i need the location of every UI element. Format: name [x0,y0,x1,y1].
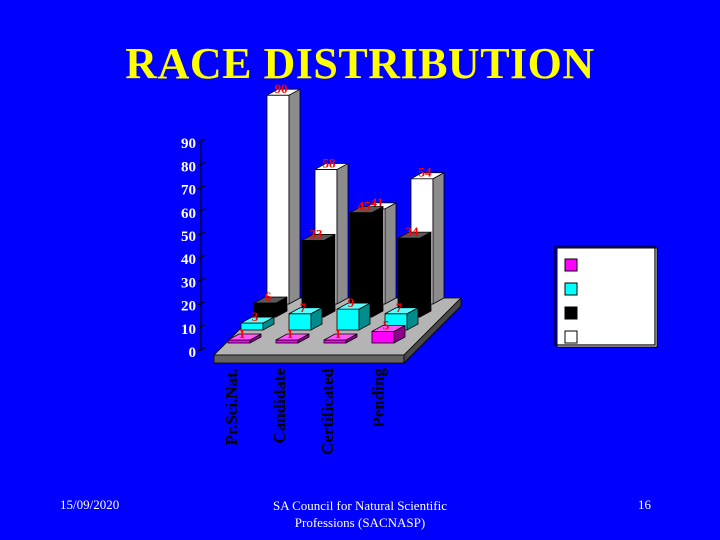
legend-label-black: Black [582,305,621,322]
bar-white-0: 90 [266,81,301,305]
footer-date: 15/09/2020 [60,497,120,512]
y-tick-label: 50 [181,229,196,245]
data-label: 7 [300,300,307,315]
y-tick-label: 70 [181,183,196,199]
legend-swatch-asian [564,282,578,296]
data-label: 90 [275,81,288,96]
data-label: 34 [406,224,420,239]
bar-coloured-1: 1 [275,326,310,344]
bar-coloured-2: 1 [323,326,358,344]
legend-label-coloured: Coloured [582,257,646,274]
bar-coloured-3: 5 [371,317,406,344]
data-label: 1 [335,326,342,341]
category-label: Pending [369,368,388,428]
y-tick [197,161,206,166]
y-axis: 0 10 20 30 40 50 60 70 80 90 [181,136,206,361]
y-tick-label: 10 [181,322,196,338]
slide-title: RACE DISTRIBUTION [125,39,595,88]
data-label: 3 [252,309,259,324]
bar-asian-0: 3 [240,309,275,331]
y-tick-label: 40 [181,252,196,268]
legend-label-asian: Asian [582,281,621,298]
legend-swatch-black [564,306,578,320]
floor-front [213,354,405,364]
category-label: Pr.Sci.Nat. [222,368,241,445]
y-tick [197,208,206,213]
y-tick [197,277,206,282]
data-label: 1 [287,326,294,341]
y-tick [197,301,206,306]
data-label: 45 [358,199,372,214]
y-tick [197,347,206,352]
data-label: 41 [371,195,384,210]
y-tick-label: 90 [181,136,196,152]
y-tick [197,185,206,190]
y-tick-label: 60 [181,206,196,222]
y-tick-label: 30 [181,275,196,291]
legend: Coloured Asian Black White [554,245,658,348]
data-label: 6 [265,289,272,304]
legend-swatch-white [564,330,578,344]
y-tick-label: 80 [181,159,196,175]
data-label: 5 [383,317,390,332]
category-label: Candidate [270,368,289,444]
chart-bars: 54 41 58 90 34 45 33 6 7 9 7 3 5 1 1 1 [227,81,445,344]
bar-black-0: 6 [253,289,288,318]
y-tick-label: 0 [189,345,197,361]
bar-black-2: 45 [349,199,384,318]
data-label: 33 [310,226,324,241]
bar-asian-1: 7 [288,300,323,331]
bar-black-1: 33 [301,226,336,318]
category-labels: Pr.Sci.Nat. Candidate Certificated Pending [222,367,388,454]
data-label: 1 [239,326,246,341]
bar-asian-2: 9 [336,295,371,331]
data-label: 54 [419,165,433,180]
y-tick [197,138,206,143]
footer-page-number: 16 [638,497,651,512]
legend-swatch-coloured [564,258,578,272]
y-tick [197,324,206,329]
floor-side [403,297,462,364]
legend-box [554,245,656,346]
data-label: 58 [323,155,337,170]
bar-coloured-0: 1 [227,326,262,344]
footer-org: SA Council for Natural Scientific Profes… [272,498,448,530]
y-tick-label: 20 [181,299,196,315]
category-label: Certificated [318,367,337,454]
data-label: 9 [348,295,355,310]
bar-black-3: 34 [397,224,432,318]
y-tick [197,254,206,259]
legend-label-white: White [582,329,624,346]
data-label: 7 [396,300,403,315]
y-tick [197,231,206,236]
